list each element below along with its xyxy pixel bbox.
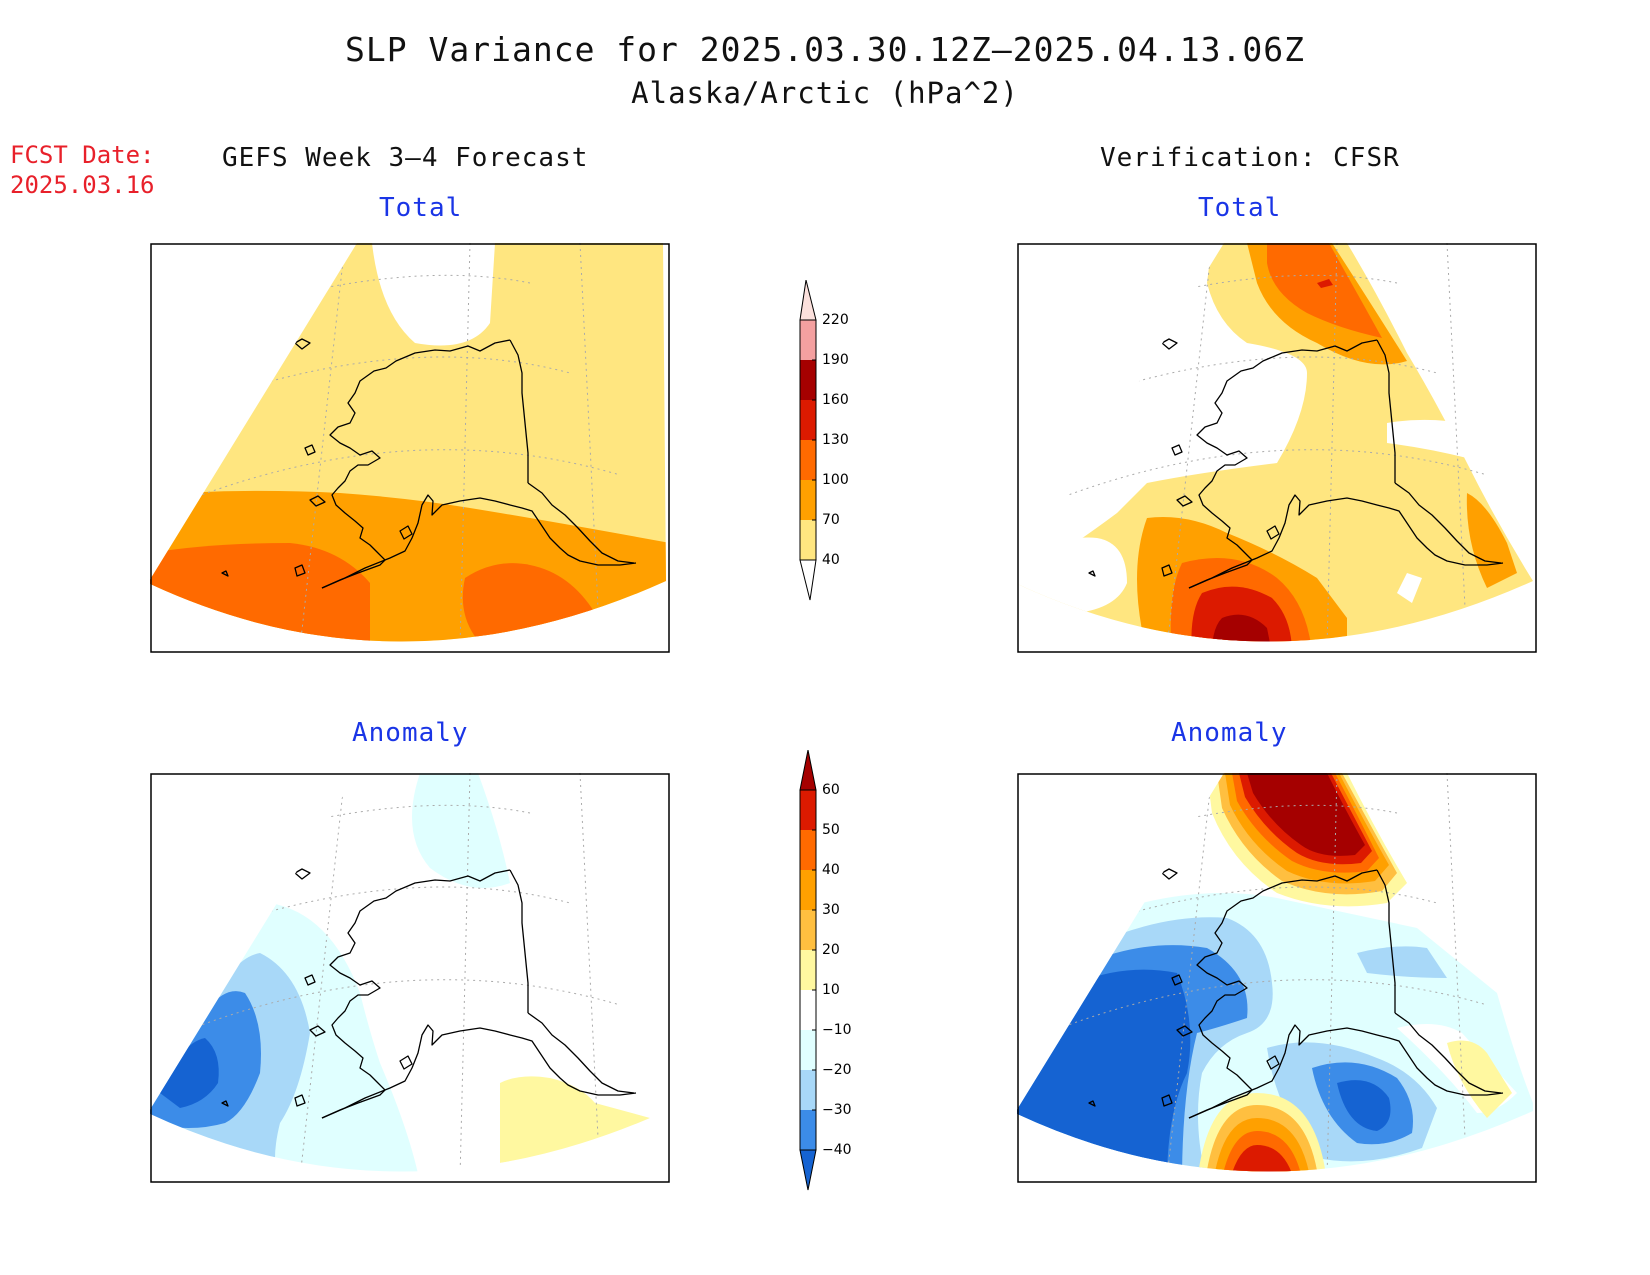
colorbar-label: 40	[822, 552, 840, 568]
forecast-total-title: Total	[379, 193, 463, 223]
figure-title: SLP Variance for 2025.03.30.12Z–2025.04.…	[345, 30, 1305, 69]
colorbar-label: −10	[822, 1022, 852, 1038]
colorbar-label: 50	[822, 822, 840, 838]
forecast-date-label: FCST Date:	[10, 141, 155, 169]
colorbar-box	[800, 990, 816, 1030]
colorbar-label: 40	[822, 862, 840, 878]
colorbar-box	[800, 440, 816, 480]
colorbar-box	[800, 830, 816, 870]
colorbar-box	[800, 870, 816, 910]
forecast-date-value: 2025.03.16	[10, 171, 155, 199]
colorbar-box	[800, 360, 816, 400]
verification-anomaly-title: Anomaly	[1171, 718, 1288, 748]
figure-subtitle: Alaska/Arctic (hPa^2)	[631, 76, 1019, 110]
verification-column-title: Verification: CFSR	[1100, 143, 1400, 173]
colorbar-box	[800, 400, 816, 440]
colorbar-box	[800, 480, 816, 520]
colorbar-box	[800, 1070, 816, 1110]
forecast-column-title: GEFS Week 3–4 Forecast	[222, 143, 589, 173]
colorbar-label: 70	[822, 512, 840, 528]
forecast-date: FCST Date: 2025.03.16	[10, 140, 155, 200]
colorbar-label: −40	[822, 1142, 852, 1158]
verification-total-map	[1017, 243, 1537, 653]
colorbar-label: −30	[822, 1102, 852, 1118]
colorbar-label: 160	[822, 392, 849, 408]
colorbar-tip-bottom	[799, 1149, 817, 1191]
colorbar-label: 60	[822, 782, 840, 798]
colorbar-label: 20	[822, 942, 840, 958]
colorbar-frame	[799, 789, 817, 1151]
colorbar-box	[800, 950, 816, 990]
colorbar-box	[800, 1110, 816, 1150]
colorbar-tip-top	[799, 750, 817, 791]
colorbar-label: −20	[822, 1062, 852, 1078]
colorbar-tip-bottom	[799, 559, 817, 601]
colorbar-box	[800, 320, 816, 360]
map-frame	[1017, 773, 1537, 1183]
map-frame	[1017, 243, 1537, 653]
colorbar-box	[800, 520, 816, 560]
total-colorbar: 220 190 160 130 100 70 40	[799, 280, 849, 601]
colorbar-box	[800, 790, 816, 830]
map-frame	[150, 773, 670, 1183]
colorbar-label: 190	[822, 352, 849, 368]
colorbar-box	[800, 1030, 816, 1070]
colorbar-label: 130	[822, 432, 849, 448]
colorbar-label: 30	[822, 902, 840, 918]
verification-anomaly-map	[1017, 773, 1537, 1183]
forecast-anomaly-title: Anomaly	[352, 718, 469, 748]
colorbar-label: 220	[822, 312, 849, 328]
forecast-anomaly-map	[150, 773, 670, 1183]
colorbar-tip-top	[799, 280, 817, 321]
colorbar-label: 100	[822, 472, 849, 488]
colorbar-box	[800, 910, 816, 950]
verification-total-title: Total	[1198, 193, 1282, 223]
colorbar-label: 10	[822, 982, 840, 998]
map-frame	[150, 243, 670, 653]
forecast-total-map	[150, 243, 670, 653]
anomaly-colorbar: 60 50 40 30 20 10 −10 −20 −30 −40	[799, 750, 852, 1191]
